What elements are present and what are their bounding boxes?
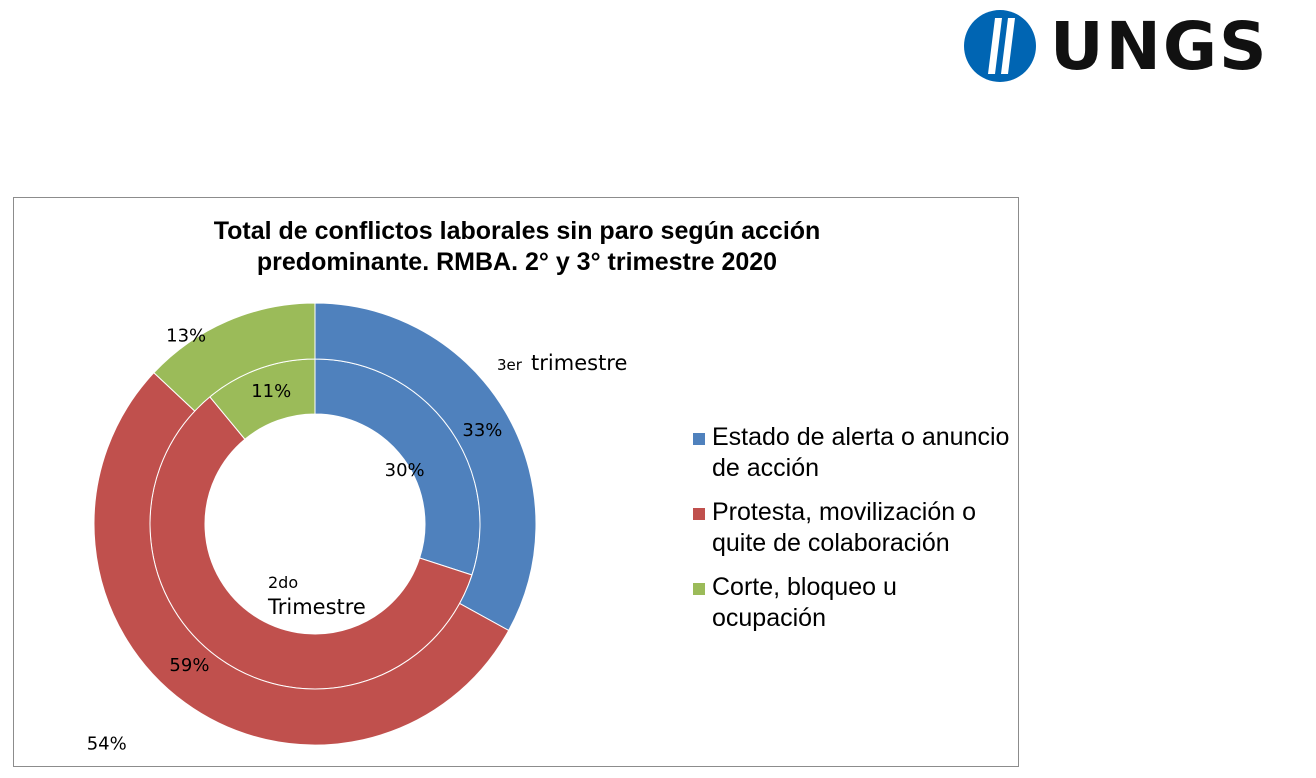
ungs-logo-mark-icon — [964, 10, 1036, 82]
legend-label-protesta: Protesta, movilización o quite de colabo… — [712, 498, 977, 557]
chart-frame: Total de conflictos laborales sin paro s… — [13, 197, 1019, 767]
chart-title-line-1: Total de conflictos laborales sin paro s… — [213, 217, 821, 245]
nested-donut-chart: 30% 59% 11% 33% 54% 13% 3er trimestre 2do Tri… — [87, 302, 627, 755]
outer-series-label: 3er trimestre — [497, 351, 627, 375]
legend-swatch-alerta — [693, 433, 705, 445]
inner-series-label-line-1: 2do — [268, 573, 298, 592]
legend-item-alerta: Estado de alerta o anuncio de acción — [690, 422, 1010, 484]
outer-ring-slice-corte — [153, 302, 316, 412]
inner-ring-label-corte: 11% — [251, 381, 291, 402]
legend-label-alerta: Estado de alerta o anuncio de acción — [712, 423, 1010, 482]
outer-ring-slice-alerta — [314, 302, 537, 632]
chart-title: Total de conflictos laborales sin paro s… — [14, 216, 1020, 278]
legend-label-corte: Corte, bloqueo u ocupación — [712, 573, 897, 632]
chart-title-line-2: predominante. RMBA. 2° y 3° trimestre 20… — [256, 248, 778, 276]
ungs-logo: UNGS — [962, 8, 1312, 86]
legend-swatch-corte — [693, 583, 705, 595]
inner-ring-label-alerta: 30% — [385, 460, 425, 481]
legend-swatch-protesta — [693, 508, 705, 520]
outer-ring-slice-protesta — [93, 372, 510, 746]
legend-item-protesta: Protesta, movilización o quite de colabo… — [690, 497, 1010, 559]
ungs-logo-text: UNGS — [1050, 8, 1269, 85]
outer-ring-label-alerta: 33% — [462, 420, 502, 441]
inner-series-label-line-2: Trimestre — [267, 595, 366, 619]
outer-ring-label-corte: 13% — [166, 326, 206, 347]
outer-series-label-suffix: trimestre — [531, 351, 627, 375]
inner-ring-label-protesta: 59% — [169, 655, 209, 676]
outer-ring-label-protesta: 54% — [87, 734, 127, 755]
legend-item-corte: Corte, bloqueo u ocupación — [690, 572, 1010, 634]
outer-series-label-prefix: 3er — [497, 356, 523, 374]
chart-legend: Estado de alerta o anuncio de acción Pro… — [690, 422, 1010, 647]
